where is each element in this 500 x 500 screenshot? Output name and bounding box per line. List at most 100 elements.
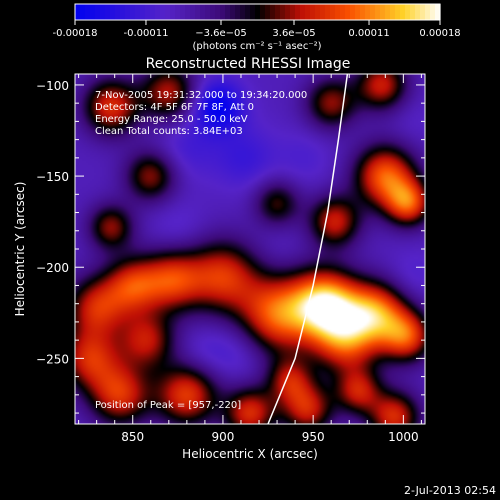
colorbar-cell	[310, 4, 316, 20]
annotation-energy-range: Energy Range: 25.0 - 50.0 keV	[95, 114, 248, 125]
colorbar-cell	[320, 4, 326, 20]
colorbar-cell	[420, 4, 426, 20]
colorbar-cell	[425, 4, 431, 20]
colorbar-cell	[355, 4, 361, 20]
colorbar-tick-label: 0.00011	[348, 28, 389, 39]
peak-position-label: Position of Peak = [957,-220]	[95, 400, 241, 411]
colorbar-cell	[220, 4, 226, 20]
y-tick-label: −200	[36, 261, 69, 275]
colorbar-cell	[190, 4, 196, 20]
colorbar-cell	[270, 4, 276, 20]
colorbar-cell	[365, 4, 371, 20]
generation-date: 2-Jul-2013 02:54	[404, 484, 496, 497]
colorbar-cell	[240, 4, 246, 20]
x-axis-label: Heliocentric X (arcsec)	[182, 447, 318, 461]
colorbar-cell	[390, 4, 396, 20]
colorbar-cell	[350, 4, 356, 20]
colorbar-cell	[145, 4, 151, 20]
colorbar-cell	[285, 4, 291, 20]
colorbar-cell	[170, 4, 176, 20]
solar-limb-line	[267, 73, 349, 425]
colorbar-cell	[75, 4, 81, 20]
colorbar-cell	[180, 4, 186, 20]
colorbar-cell	[325, 4, 331, 20]
colorbar-cell	[250, 4, 256, 20]
colorbar-tick-label: -0.00018	[53, 28, 98, 39]
colorbar-cell	[105, 4, 111, 20]
colorbar-cell	[140, 4, 146, 20]
colorbar-cell	[275, 4, 281, 20]
y-tick-label: −150	[36, 170, 69, 184]
colorbar-cell	[165, 4, 171, 20]
x-tick-label: 850	[121, 430, 144, 444]
colorbar-cell	[125, 4, 131, 20]
colorbar-cell	[415, 4, 421, 20]
colorbar-cell	[295, 4, 301, 20]
colorbar-cell	[195, 4, 201, 20]
colorbar-cell	[130, 4, 136, 20]
colorbar-cell	[90, 4, 96, 20]
colorbar-cell	[430, 4, 436, 20]
colorbar-cell	[95, 4, 101, 20]
colorbar-units: (photons cm⁻² s⁻¹ asec⁻²)	[192, 41, 321, 52]
colorbar-cell	[305, 4, 311, 20]
colorbar-cell	[210, 4, 216, 20]
colorbar-cell	[150, 4, 156, 20]
colorbar-frame	[74, 3, 441, 21]
colorbar-cell	[155, 4, 161, 20]
colorbar-cell	[230, 4, 236, 20]
colorbar-cell	[110, 4, 116, 20]
y-axis-label: Heliocentric Y (arcsec)	[13, 182, 27, 317]
annotation-time-range: 7-Nov-2005 19:31:32.000 to 19:34:20.000	[95, 90, 307, 101]
colorbar-cell	[85, 4, 91, 20]
colorbar-cell	[115, 4, 121, 20]
annotation-detectors: Detectors: 4F 5F 6F 7F 8F, Att 0	[95, 102, 254, 113]
colorbar-cell	[395, 4, 401, 20]
colorbar-cell	[255, 4, 261, 20]
colorbar-cell	[315, 4, 321, 20]
colorbar-cell	[160, 4, 166, 20]
colorbar-cell	[335, 4, 341, 20]
colorbar-cell	[185, 4, 191, 20]
x-tick-label: 1000	[388, 430, 419, 444]
colorbar-cell	[100, 4, 106, 20]
colorbar-cell	[175, 4, 181, 20]
colorbar-cell	[200, 4, 206, 20]
colorbar-cell	[345, 4, 351, 20]
colorbar-cell	[80, 4, 86, 20]
colorbar-cell	[380, 4, 386, 20]
colorbar-cell	[290, 4, 296, 20]
colorbar-cell	[330, 4, 336, 20]
colorbar-cell	[225, 4, 231, 20]
colorbar-cell	[300, 4, 306, 20]
colorbar-cell	[410, 4, 416, 20]
colorbar-cell	[215, 4, 221, 20]
colorbar-tick-label: 0.00018	[419, 28, 460, 39]
colorbar-cell	[260, 4, 266, 20]
colorbar-cell	[205, 4, 211, 20]
x-tick-label: 900	[211, 430, 234, 444]
colorbar-tick-label: -0.00011	[123, 28, 168, 39]
colorbar-cell	[385, 4, 391, 20]
annotation-clean-counts: Clean Total counts: 3.84E+03	[95, 126, 243, 137]
colorbar-tick-label: −3.6e−05	[195, 28, 247, 39]
colorbar-cell	[400, 4, 406, 20]
colorbar-cell	[435, 4, 441, 20]
colorbar-cell	[405, 4, 411, 20]
colorbar: -0.00018 -0.00011 −3.6e−05 3.6e−05 0.00011 0.…	[53, 3, 461, 52]
chart-title: Reconstructed RHESSI Image	[146, 56, 351, 72]
heatmap-image	[75, 74, 425, 424]
y-tick-label: −100	[36, 79, 69, 93]
y-tick-label: −250	[36, 352, 69, 366]
colorbar-cell	[265, 4, 271, 20]
colorbar-tick-label: 3.6e−05	[272, 28, 315, 39]
colorbar-cell	[340, 4, 346, 20]
colorbar-cell	[370, 4, 376, 20]
colorbar-cell	[135, 4, 141, 20]
x-tick-label: 950	[302, 430, 325, 444]
colorbar-cell	[360, 4, 366, 20]
colorbar-cell	[245, 4, 251, 20]
colorbar-cell	[375, 4, 381, 20]
plot-area: 850 900 950 1000 −100 −150 −200 −250 7-Nov-2005…	[36, 73, 426, 444]
